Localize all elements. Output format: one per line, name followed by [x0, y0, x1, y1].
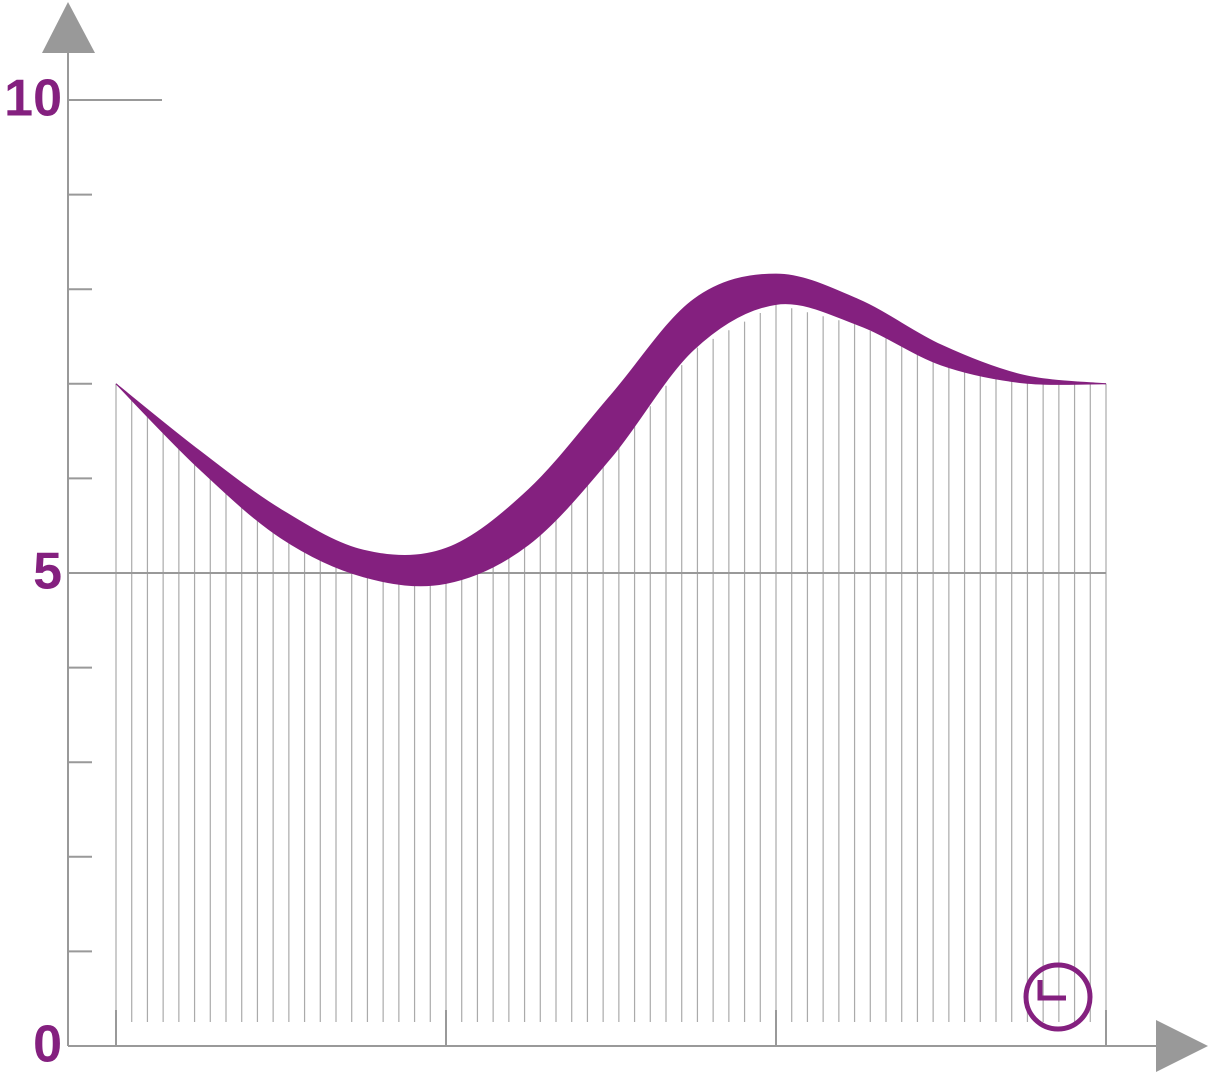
y-tick-label: 0 [33, 1016, 62, 1072]
band-edge [115, 273, 1107, 557]
y-arrow [42, 2, 95, 53]
x-arrow [1156, 1020, 1208, 1072]
y-tick-label: 5 [33, 543, 62, 601]
y-tick-label: 10 [4, 70, 62, 128]
clock-icon [1023, 962, 1093, 1032]
band-edge [115, 303, 1107, 587]
band [116, 274, 1106, 586]
